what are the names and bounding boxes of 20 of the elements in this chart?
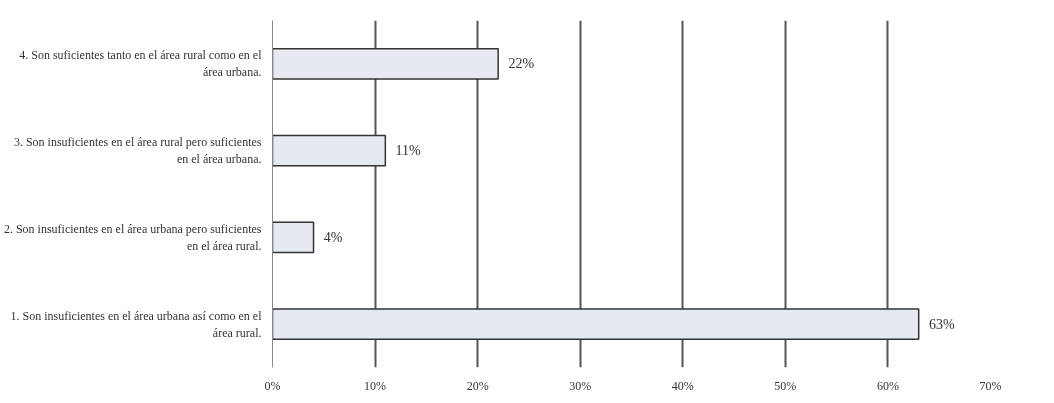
data-label: 22%	[508, 56, 535, 72]
x-tick-label: 50%	[774, 378, 797, 393]
x-tick-label: 20%	[466, 378, 489, 393]
bar	[272, 308, 920, 341]
x-tick-label: 60%	[876, 378, 899, 393]
bar	[272, 134, 387, 167]
y-tick-label: 3. Son insuficientes en el área rural pero suficientes en el área urbana.	[13, 135, 262, 167]
data-label: 4%	[323, 229, 343, 245]
x-tick-label: 30%	[569, 378, 592, 393]
x-tick-label: 40%	[671, 378, 694, 393]
data-label: 63%	[928, 316, 955, 332]
bar	[272, 47, 499, 80]
bar	[272, 221, 315, 254]
data-label: 11%	[395, 143, 422, 159]
y-tick-label: 4. Son suficientes tanto en el área rural como en el área urbana.	[19, 48, 263, 80]
y-tick-label: 1. Son insuficientes en el área urbana así como en el área rural.	[10, 308, 263, 340]
x-tick-label: 0%	[264, 378, 281, 393]
x-tick-label: 70%	[979, 378, 1002, 393]
x-tick-label: 10%	[364, 378, 387, 393]
y-tick-label: 2. Son insuficientes en el área urbana pero suficientes en el área rural.	[3, 221, 262, 253]
